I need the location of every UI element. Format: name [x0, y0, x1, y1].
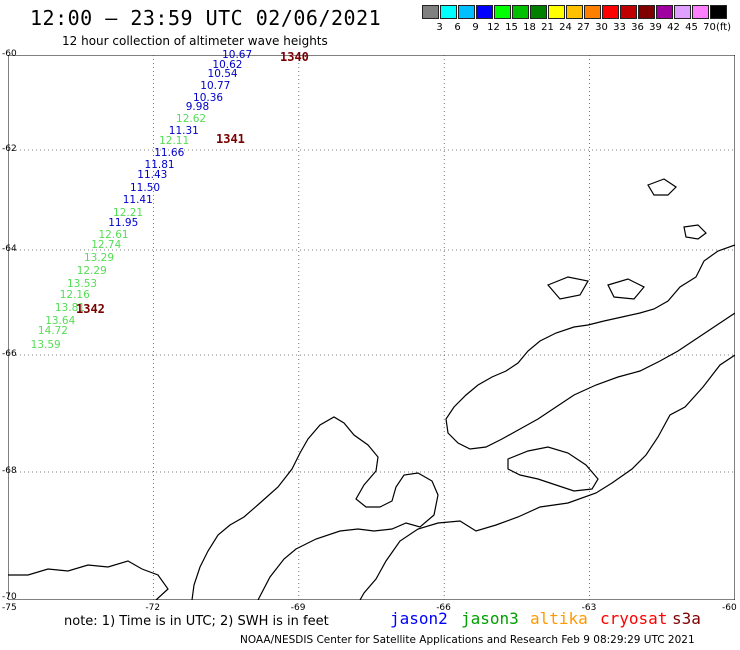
scale-swatch	[494, 5, 511, 19]
scale-swatch	[692, 5, 709, 19]
wave-height-value: 10.62	[212, 58, 243, 71]
wave-height-value: 11.66	[154, 146, 185, 159]
scale-label: 12	[487, 22, 500, 33]
wave-height-value: 10.67	[222, 49, 253, 61]
map-panel	[8, 55, 735, 600]
scale-swatch	[422, 5, 439, 19]
wave-height-value: 11.43	[137, 169, 168, 181]
wave-height-value: 13.53	[67, 278, 98, 291]
scale-label: 21	[541, 22, 554, 33]
scale-swatch	[584, 5, 601, 19]
longitude-label: -63	[581, 603, 597, 613]
scale-label: 18	[523, 22, 536, 33]
wave-height-value: 12.62	[176, 113, 207, 126]
wave-height-value: 11.95	[108, 216, 139, 229]
satellite-legend-s3a: s3a	[672, 609, 701, 628]
scale-label: 24	[559, 22, 572, 33]
scale-swatch	[476, 5, 493, 19]
scale-label: 3	[436, 22, 443, 33]
wave-height-value: 12.29	[76, 265, 107, 277]
scale-swatch	[602, 5, 619, 19]
scale-swatch	[674, 5, 691, 19]
small-island-1	[647, 178, 677, 196]
scale-swatch	[458, 5, 475, 19]
wave-height-value: 10.54	[207, 68, 238, 80]
scale-swatch	[638, 5, 655, 19]
longitude-label: -72	[145, 603, 161, 613]
inner-island-coast	[507, 446, 599, 492]
graticule	[8, 55, 735, 600]
wave-height-value: 11.81	[144, 159, 175, 171]
scale-unit: (ft)	[716, 22, 732, 33]
satellite-legend-cryosat: cryosat	[600, 609, 668, 628]
wave-height-value: 10.77	[200, 79, 231, 92]
orbit-label-1341: 1341	[216, 132, 245, 146]
scale-label: 6	[454, 22, 461, 33]
wave-height-value: 14.72	[37, 325, 68, 338]
scale-label: 15	[505, 22, 518, 33]
scale-label: 42	[667, 22, 680, 33]
map-title: 12:00 – 23:59 UTC 02/06/2021	[30, 6, 382, 30]
scale-swatch	[512, 5, 529, 19]
scale-label: 39	[649, 22, 662, 33]
wave-height-value: 13.29	[83, 251, 115, 264]
credit-line: NOAA/NESDIS Center for Satellite Applica…	[240, 634, 695, 646]
antarctic-peninsula-coast	[359, 354, 735, 600]
longitude-label: -60	[722, 603, 737, 613]
orbit-label-1340: 1340	[280, 50, 309, 64]
scale-swatch	[710, 5, 727, 19]
latitude-label: -70	[2, 592, 17, 602]
wave-height-value: 12.16	[59, 288, 90, 301]
longitude-label: -66	[436, 603, 451, 613]
scale-label: 27	[577, 22, 590, 33]
latitude-label: -68	[2, 466, 17, 476]
small-island-4	[607, 278, 645, 300]
wave-height-value: 11.31	[168, 125, 199, 137]
wave-height-value: 13.59	[30, 338, 61, 351]
footnote: note: 1) Time is in UTC; 2) SWH is in fe…	[64, 614, 329, 629]
adelaide-island-coast	[191, 416, 439, 600]
small-island-3	[546, 276, 589, 300]
wave-height-value: 12.21	[113, 206, 144, 219]
latitude-label: -66	[2, 349, 17, 359]
scale-swatch	[566, 5, 583, 19]
map-frame	[8, 55, 735, 600]
scale-swatch	[656, 5, 673, 19]
latitude-label: -64	[2, 244, 17, 254]
longitude-label: -75	[2, 603, 17, 613]
wave-height-value: 9.98	[185, 101, 210, 114]
scale-swatch	[530, 5, 547, 19]
longitude-label: -69	[290, 603, 306, 613]
latitude-label: -60	[2, 49, 17, 59]
anvers-island-coast	[445, 244, 735, 450]
satellite-legend-jason3: jason3	[461, 609, 519, 628]
wave-height-value: 12.74	[91, 239, 122, 251]
scale-swatch	[548, 5, 565, 19]
wave-height-value: 10.36	[193, 91, 224, 104]
satellite-legend-altika: altika	[530, 609, 588, 628]
scale-swatch	[440, 5, 457, 19]
scale-label: 30	[595, 22, 608, 33]
wave-height-value: 11.41	[122, 194, 153, 206]
scale-label: 36	[631, 22, 644, 33]
map-subtitle: 12 hour collection of altimeter wave hei…	[62, 34, 328, 48]
small-island-2	[683, 224, 707, 240]
alexander-island-coast	[8, 560, 169, 600]
latitude-label: -62	[2, 144, 17, 154]
scale-label: 33	[613, 22, 626, 33]
scale-label: 70	[703, 22, 716, 33]
scale-swatch	[620, 5, 637, 19]
wave-height-value: 12.61	[98, 229, 129, 241]
scale-label: 45	[685, 22, 698, 33]
orbit-label-1342: 1342	[76, 302, 105, 316]
coastline	[8, 178, 735, 600]
wave-height-value: 12.11	[159, 134, 190, 147]
scale-label: 9	[472, 22, 479, 33]
wave-height-value: 13.64	[45, 314, 76, 327]
wave-height-value: 13.81	[54, 301, 85, 314]
satellite-legend-jason2: jason2	[390, 609, 448, 628]
wave-height-value: 11.50	[130, 181, 161, 194]
